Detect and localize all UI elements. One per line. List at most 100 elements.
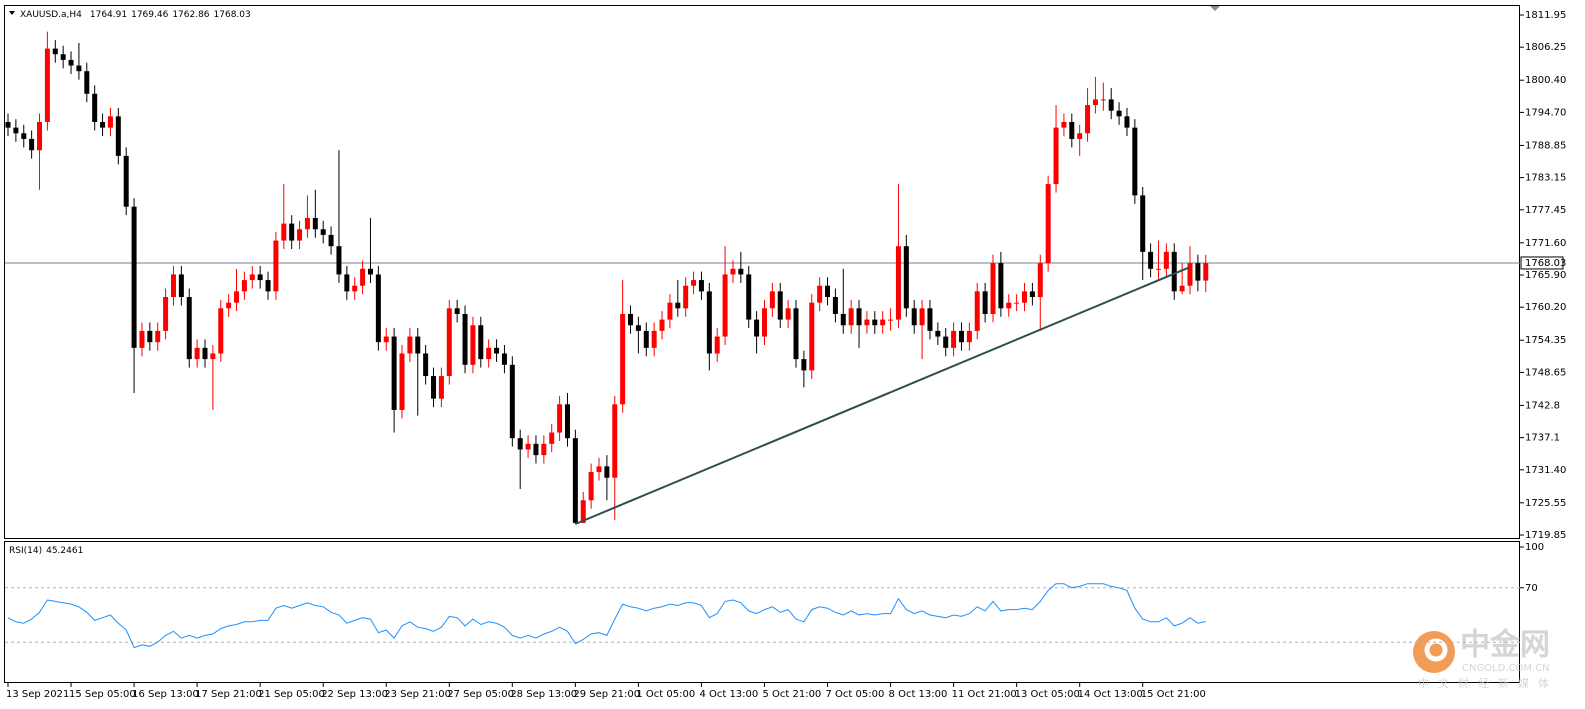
- y-tick-label: 1719.85: [1525, 530, 1566, 541]
- price-label-box: [1520, 256, 1564, 270]
- candle-body: [1124, 116, 1130, 128]
- candle-body: [383, 336, 389, 343]
- candle-body: [1132, 127, 1138, 196]
- watermark-slogan: 中文财经新媒体: [1418, 676, 1558, 690]
- candle-body: [1022, 291, 1028, 303]
- candle-body: [494, 347, 500, 354]
- candle-body: [683, 285, 689, 309]
- candle-body: [320, 229, 326, 235]
- candle-body: [848, 308, 854, 326]
- candle-body: [1171, 251, 1177, 292]
- y-tick-label: 1760.20: [1525, 302, 1566, 313]
- candle-body: [777, 291, 783, 320]
- candle-body: [84, 71, 90, 94]
- candle-body: [911, 308, 917, 326]
- candle-body: [178, 274, 184, 298]
- candle-body: [470, 325, 476, 365]
- y-tick-label: 1800.40: [1525, 75, 1566, 86]
- rsi-name: RSI(14): [9, 546, 42, 556]
- y-tick-label: 1725.55: [1525, 498, 1566, 509]
- candle-body: [998, 263, 1004, 309]
- candle-body: [746, 274, 752, 320]
- candle-body: [60, 54, 66, 60]
- x-tick-label: 14 Oct 13:00: [1078, 689, 1143, 700]
- candle-body: [675, 302, 681, 309]
- logo-mark: [1424, 638, 1448, 662]
- y-tick-label: 1811.95: [1525, 10, 1566, 21]
- candle-body: [840, 313, 846, 326]
- candle-body: [155, 330, 161, 343]
- candle-body: [888, 319, 894, 321]
- candle-body: [880, 319, 886, 326]
- y-tick-label: 100: [1525, 542, 1544, 553]
- candle-body: [958, 330, 964, 343]
- candle-body: [186, 297, 192, 360]
- candle-body: [1085, 105, 1091, 134]
- menu-arrow: [9, 11, 15, 15]
- candle-body: [462, 313, 468, 365]
- y-tick-label: 1771.60: [1525, 238, 1566, 249]
- candle-body: [572, 438, 578, 523]
- candle-body: [68, 59, 74, 66]
- candle-body: [564, 404, 570, 439]
- candle-body: [832, 297, 838, 314]
- candle-body: [557, 404, 563, 433]
- candle-body: [801, 359, 807, 371]
- candle-body: [817, 285, 823, 303]
- y-tick-label: 70: [1525, 583, 1538, 594]
- candle-body: [163, 297, 169, 331]
- candle-body: [37, 121, 43, 151]
- candle-body: [596, 466, 602, 473]
- price-label: 1768.03: [1525, 258, 1566, 269]
- candle-body: [375, 274, 381, 343]
- candle-body: [407, 336, 413, 354]
- candle-body: [761, 308, 767, 337]
- x-tick-label: 28 Sep 13:00: [510, 689, 577, 700]
- header-low: 1762.86: [172, 10, 209, 20]
- y-tick-label: 1742.8: [1525, 400, 1560, 411]
- candle-body: [903, 246, 909, 309]
- candle-body: [423, 353, 429, 377]
- x-tick-label: 5 Oct 21:00: [762, 689, 821, 700]
- candle-body: [864, 319, 870, 326]
- header-high: 1769.46: [131, 10, 168, 20]
- y-tick-label: 1737.1: [1525, 433, 1560, 444]
- candle-body: [509, 364, 515, 439]
- candle-body: [210, 353, 216, 360]
- candle-body: [1069, 121, 1075, 139]
- candle-body: [304, 217, 310, 230]
- x-tick-label: 17 Sep 21:00: [195, 689, 262, 700]
- y-tick-label: 1731.40: [1525, 465, 1566, 476]
- candle-body: [825, 285, 831, 298]
- y-tick-label: 1754.35: [1525, 335, 1566, 346]
- candle-body: [147, 330, 153, 343]
- x-tick-label: 13 Oct 05:00: [1015, 689, 1080, 700]
- candle-body: [1187, 263, 1193, 286]
- watermark-name: 中金网: [1460, 628, 1550, 663]
- candle-body: [1037, 263, 1043, 298]
- x-tick-label: 8 Oct 13:00: [889, 689, 948, 700]
- header-symbol: XAUUSD.a,H4: [20, 10, 82, 20]
- candle-body: [265, 280, 271, 292]
- candle-body: [446, 308, 452, 377]
- candle-body: [588, 472, 594, 501]
- candle-body: [352, 285, 358, 292]
- x-tick-label: 1 Oct 05:00: [636, 689, 695, 700]
- candle-body: [115, 116, 121, 156]
- candle-body: [202, 347, 208, 360]
- candles: [5, 31, 1209, 524]
- candle-body: [431, 376, 437, 399]
- watermark: 中金网 CNGOLD.COM.CN 中文财经新媒体: [1413, 628, 1558, 690]
- candle-body: [281, 223, 287, 241]
- candle-body: [328, 234, 334, 247]
- candle-body: [919, 308, 925, 326]
- candle-body: [13, 127, 19, 134]
- candle-body: [226, 302, 232, 309]
- candle-body: [1061, 121, 1067, 128]
- candle-body: [651, 330, 657, 348]
- candle-body: [139, 330, 145, 348]
- candle-body: [769, 291, 775, 309]
- candle-body: [628, 313, 634, 326]
